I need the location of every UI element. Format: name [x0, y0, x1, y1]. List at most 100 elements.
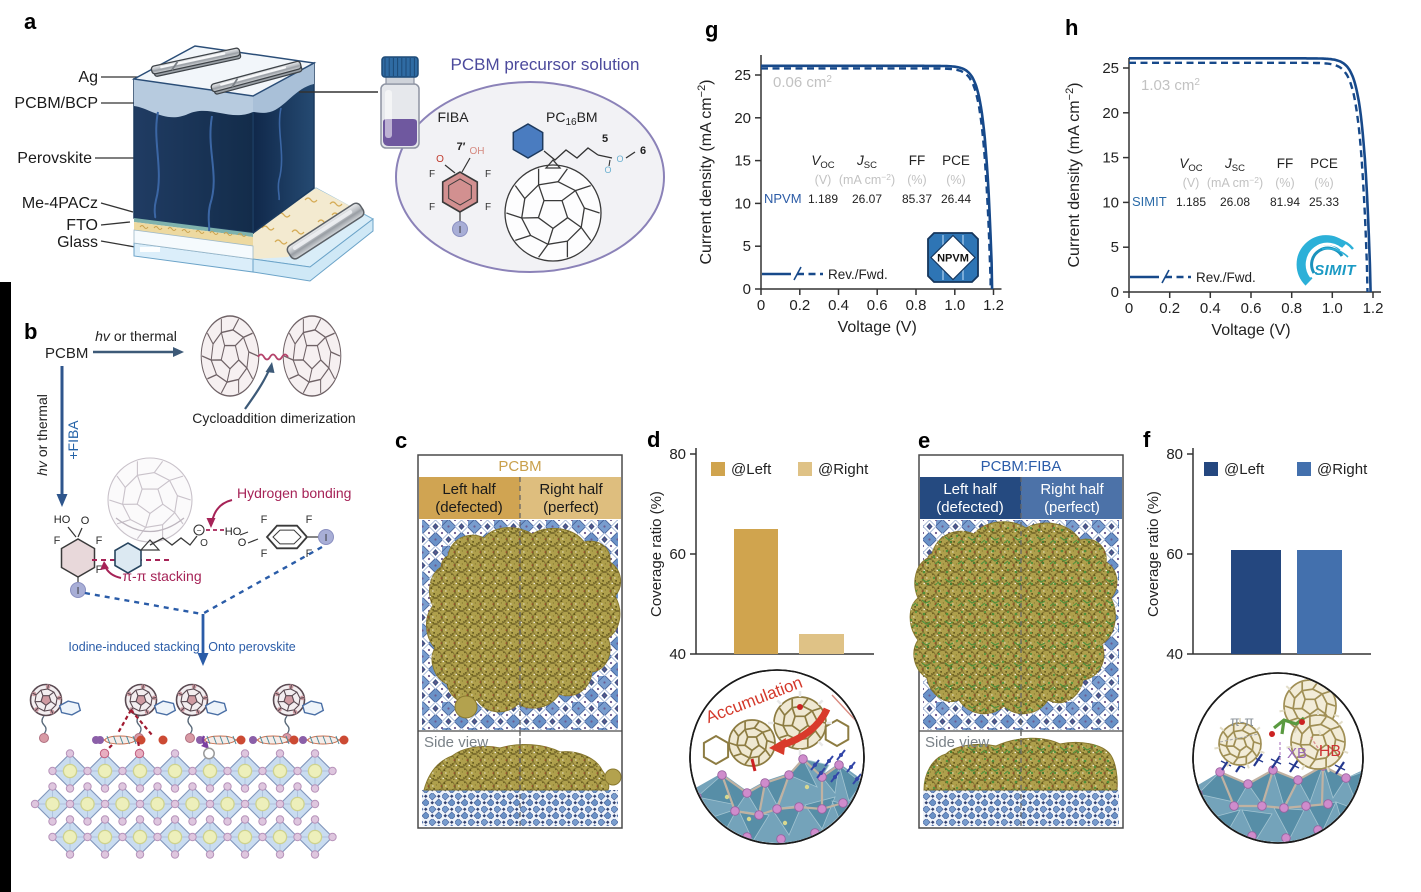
svg-text:Voltage (V): Voltage (V) [1211, 322, 1290, 339]
svg-text:(V): (V) [1183, 176, 1200, 190]
svg-text:F: F [485, 202, 491, 213]
svg-text:Perovskite: Perovskite [17, 150, 92, 167]
svg-text:F: F [306, 514, 313, 526]
svg-text:0.4: 0.4 [1200, 300, 1221, 317]
svg-text:40: 40 [1166, 646, 1183, 663]
svg-text:O: O [436, 154, 444, 165]
svg-text:15: 15 [1102, 150, 1119, 167]
svg-text:e: e [918, 428, 930, 453]
svg-text:(%): (%) [907, 173, 926, 187]
svg-text:F: F [485, 169, 491, 180]
svg-text:0: 0 [1125, 300, 1133, 317]
svg-text:60: 60 [1166, 546, 1183, 563]
svg-text:10: 10 [734, 195, 751, 212]
svg-text:HB: HB [1319, 743, 1341, 760]
svg-text:@Right: @Right [1317, 461, 1368, 478]
svg-text:PCBM: PCBM [498, 458, 541, 475]
svg-text:VOC: VOC [1179, 156, 1202, 174]
svg-text:Me-4PACz: Me-4PACz [22, 195, 98, 212]
svg-text:HO: HO [54, 514, 71, 526]
svg-text:0: 0 [757, 297, 765, 314]
svg-text:0: 0 [1111, 284, 1119, 301]
svg-text:NPVM: NPVM [764, 191, 802, 206]
svg-text:F: F [429, 202, 435, 213]
svg-text:HO: HO [225, 526, 242, 538]
svg-text:(%): (%) [1314, 176, 1333, 190]
svg-text:1.03 cm2: 1.03 cm2 [1141, 77, 1200, 94]
svg-text:π-π stacking: π-π stacking [122, 568, 201, 584]
svg-text:a: a [24, 9, 37, 34]
svg-text:b: b [24, 319, 37, 344]
svg-text:Iodine-induced stacking: Iodine-induced stacking [68, 640, 199, 654]
svg-text:I: I [77, 586, 80, 597]
svg-text:O: O [616, 154, 623, 164]
svg-text:25: 25 [734, 67, 751, 84]
svg-text:c: c [395, 428, 407, 453]
svg-text:+FIBA: +FIBA [65, 420, 81, 460]
svg-text:6: 6 [640, 145, 646, 157]
svg-text:80: 80 [669, 446, 686, 463]
svg-text:(mA cm−2): (mA cm−2) [839, 172, 895, 187]
svg-text:Coverage ratio (%): Coverage ratio (%) [648, 491, 665, 617]
svg-text:Side view: Side view [925, 734, 989, 751]
svg-text:20: 20 [1102, 105, 1119, 122]
svg-text:Left half: Left half [442, 481, 496, 498]
svg-text:@Right: @Right [818, 461, 869, 478]
svg-text:hv or thermal: hv or thermal [95, 328, 177, 344]
svg-text:Left half: Left half [943, 481, 997, 498]
svg-text:(%): (%) [1275, 176, 1294, 190]
svg-text:PCE: PCE [1310, 156, 1338, 171]
svg-text:15: 15 [734, 153, 751, 170]
svg-text:OH: OH [470, 146, 485, 157]
svg-text:π-π: π-π [1230, 713, 1254, 729]
svg-text:O: O [81, 515, 90, 527]
svg-text:SIMIT: SIMIT [1314, 262, 1357, 279]
svg-text:81.94: 81.94 [1270, 195, 1300, 209]
svg-text:FIBA: FIBA [437, 109, 469, 125]
svg-text:(V): (V) [815, 173, 832, 187]
svg-text:F: F [96, 535, 103, 547]
svg-text:PC16BM: PC16BM [546, 109, 598, 128]
svg-text:5: 5 [1111, 239, 1119, 256]
svg-text:Rev./Fwd.: Rev./Fwd. [828, 267, 888, 282]
svg-text:5: 5 [602, 133, 608, 145]
svg-text:FTO: FTO [66, 217, 98, 234]
svg-text:(defected): (defected) [936, 499, 1004, 516]
svg-text:0.4: 0.4 [828, 297, 849, 314]
svg-text:26.08: 26.08 [1220, 195, 1250, 209]
svg-text:d: d [647, 427, 660, 452]
svg-text:Current density (mA cm−2): Current density (mA cm−2) [696, 79, 715, 264]
svg-text:Rev./Fwd.: Rev./Fwd. [1196, 270, 1256, 285]
svg-text:I: I [459, 225, 462, 236]
svg-text:Hydrogen bonding: Hydrogen bonding [237, 485, 351, 501]
svg-text:F: F [429, 169, 435, 180]
svg-text:7′: 7′ [457, 141, 466, 153]
svg-text:20: 20 [734, 110, 751, 127]
svg-text:−: − [197, 526, 202, 535]
svg-text:1.189: 1.189 [808, 192, 838, 206]
svg-text:1.2: 1.2 [983, 297, 1004, 314]
svg-text:26.44: 26.44 [941, 192, 971, 206]
svg-text:Side view: Side view [424, 734, 488, 751]
svg-text:@Left: @Left [731, 461, 772, 478]
svg-text:0.8: 0.8 [1281, 300, 1302, 317]
svg-text:Right half: Right half [539, 481, 603, 498]
svg-text:PCBM precursor solution: PCBM precursor solution [451, 55, 640, 74]
svg-text:Coverage ratio (%): Coverage ratio (%) [1145, 491, 1162, 617]
svg-text:@Left: @Left [1224, 461, 1265, 478]
svg-text:O: O [238, 537, 247, 549]
svg-text:25: 25 [1102, 60, 1119, 77]
svg-text:0: 0 [743, 281, 751, 298]
svg-text:JSC: JSC [1224, 156, 1245, 174]
svg-text:60: 60 [669, 546, 686, 563]
svg-text:5: 5 [743, 238, 751, 255]
svg-text:0.06 cm2: 0.06 cm2 [773, 74, 832, 91]
svg-text:f: f [1143, 427, 1151, 452]
svg-text:Right half: Right half [1040, 481, 1104, 498]
svg-text:85.37: 85.37 [902, 192, 932, 206]
svg-text:0.6: 0.6 [867, 297, 888, 314]
svg-text:FF: FF [1277, 156, 1294, 171]
svg-text:Current density (mA cm−2): Current density (mA cm−2) [1064, 82, 1083, 267]
svg-text:1.0: 1.0 [1322, 300, 1343, 317]
svg-text:NPVM: NPVM [937, 253, 969, 265]
